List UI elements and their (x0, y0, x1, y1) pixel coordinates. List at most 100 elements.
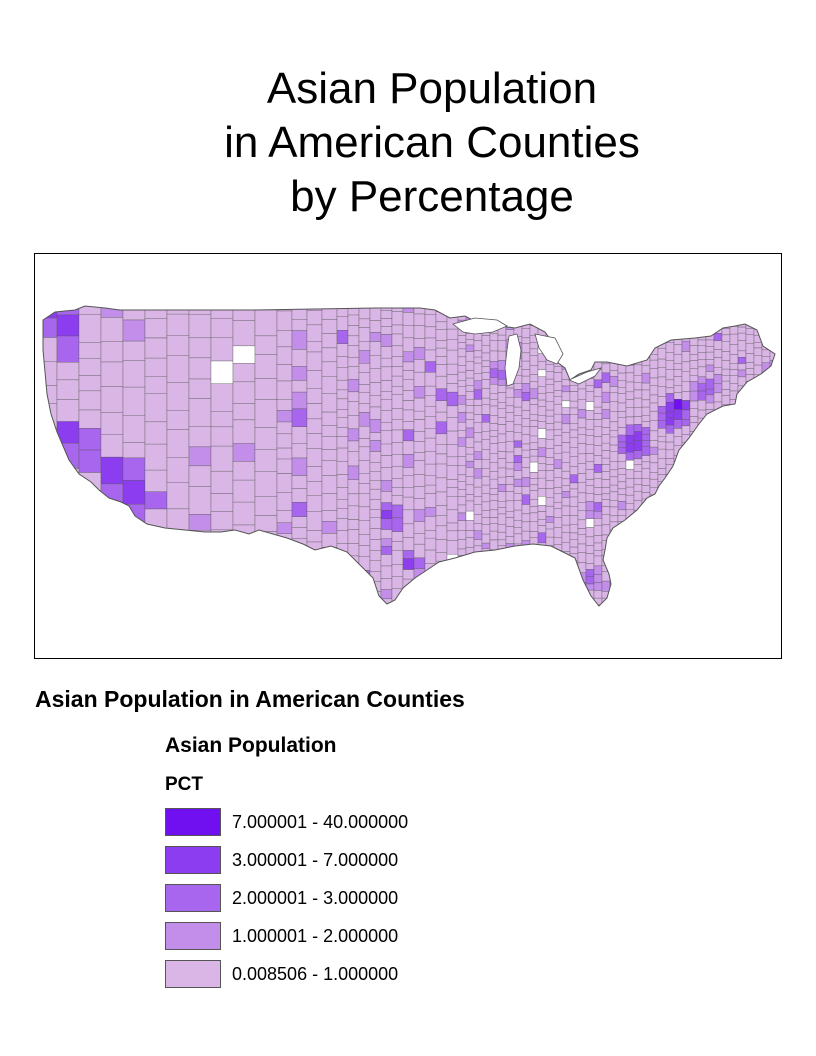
county-polygon (721, 526, 731, 536)
county-polygon (435, 329, 448, 341)
county-polygon (778, 327, 782, 337)
county-polygon (43, 520, 58, 548)
county-polygon (618, 618, 626, 625)
county-polygon (689, 604, 699, 606)
county-polygon (665, 321, 675, 330)
county-polygon (569, 546, 579, 554)
county-polygon (673, 597, 683, 606)
county-polygon (745, 328, 755, 335)
county-polygon (665, 387, 675, 394)
county-polygon (358, 327, 371, 342)
county-polygon (188, 465, 212, 487)
county-polygon (553, 413, 563, 423)
county-polygon (737, 439, 747, 449)
county-polygon (753, 483, 763, 494)
county-polygon (529, 552, 539, 561)
county-polygon (593, 582, 603, 591)
county-polygon (761, 518, 771, 526)
county-polygon (497, 370, 507, 380)
county-polygon (625, 306, 635, 312)
county-polygon (210, 318, 234, 338)
county-polygon (769, 316, 775, 324)
county-polygon (473, 530, 483, 540)
county-polygon (489, 578, 499, 586)
county-polygon (489, 509, 499, 518)
county-polygon (697, 352, 707, 360)
county-polygon (729, 363, 739, 370)
county-polygon (681, 351, 691, 362)
county-polygon (347, 314, 360, 326)
county-polygon (697, 426, 707, 437)
county-polygon (424, 493, 437, 508)
county-polygon (593, 478, 603, 488)
county-polygon (570, 619, 578, 629)
county-polygon (585, 356, 595, 363)
county-polygon (633, 576, 643, 584)
county-polygon (359, 613, 370, 625)
county-polygon (617, 453, 627, 462)
county-polygon (650, 294, 658, 301)
county-polygon (446, 487, 459, 497)
county-polygon (446, 417, 459, 432)
county-polygon (529, 374, 539, 382)
county-polygon (625, 584, 635, 591)
county-polygon (457, 310, 467, 321)
county-polygon (617, 357, 627, 365)
county-polygon (729, 383, 739, 392)
county-polygon (122, 442, 146, 459)
county-polygon (414, 618, 425, 632)
county-polygon (601, 409, 611, 419)
county-polygon (513, 533, 523, 545)
county-polygon (291, 475, 308, 489)
county-polygon (482, 618, 490, 628)
county-polygon (481, 476, 491, 486)
county-polygon (633, 397, 643, 408)
county-polygon (729, 551, 739, 557)
county-polygon (665, 604, 675, 606)
county-polygon (649, 530, 659, 537)
county-polygon (369, 395, 382, 408)
county-polygon (657, 420, 667, 429)
lake-huron (534, 333, 564, 365)
county-polygon (465, 427, 475, 438)
county-polygon (673, 497, 683, 507)
county-polygon (649, 377, 659, 386)
county-polygon (778, 395, 782, 404)
county-polygon (380, 598, 393, 606)
county-polygon (753, 569, 763, 577)
county-polygon (665, 483, 675, 492)
county-polygon (633, 524, 643, 534)
county-polygon (665, 598, 675, 605)
county-polygon (166, 482, 190, 510)
county-polygon (593, 419, 603, 427)
county-polygon (601, 337, 611, 346)
county-polygon (321, 361, 338, 377)
county-polygon (665, 433, 675, 443)
county-polygon (545, 522, 555, 530)
county-polygon (306, 541, 323, 560)
county-polygon (553, 435, 563, 446)
county-polygon (321, 460, 338, 476)
county-polygon (633, 382, 643, 391)
county-polygon (465, 351, 475, 362)
county-polygon (729, 570, 739, 579)
county-polygon (689, 492, 699, 500)
county-polygon (577, 562, 587, 573)
county-polygon (537, 308, 547, 317)
county-polygon (593, 511, 603, 519)
county-polygon (321, 393, 338, 413)
county-polygon (721, 520, 731, 527)
county-polygon (465, 500, 475, 512)
county-polygon (465, 370, 475, 379)
county-polygon (458, 609, 466, 615)
county-polygon (336, 330, 349, 344)
county-polygon (714, 294, 722, 303)
county-polygon (625, 495, 635, 504)
county-polygon (729, 423, 739, 433)
county-polygon (713, 470, 723, 478)
county-polygon (465, 594, 475, 604)
county-polygon (521, 343, 531, 354)
county-polygon (529, 381, 539, 390)
county-polygon (609, 556, 619, 565)
county-polygon (545, 364, 555, 372)
